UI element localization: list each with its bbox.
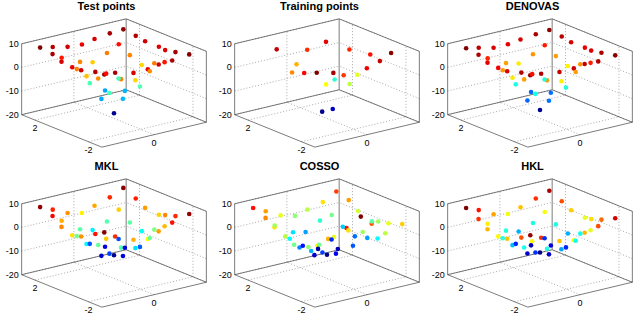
svg-text:0: 0 [227, 222, 232, 232]
svg-text:-20: -20 [6, 110, 19, 120]
svg-text:-10: -10 [219, 246, 232, 256]
svg-text:10: 10 [435, 199, 445, 209]
svg-text:0: 0 [14, 62, 19, 72]
svg-text:10: 10 [9, 199, 19, 209]
svg-text:2: 2 [33, 283, 38, 293]
svg-text:10: 10 [222, 199, 232, 209]
svg-text:0: 0 [152, 138, 157, 148]
svg-text:10: 10 [9, 39, 19, 49]
svg-text:0: 0 [578, 138, 583, 148]
svg-text:0: 0 [578, 298, 583, 308]
svg-text:2: 2 [459, 283, 464, 293]
svg-text:-2: -2 [510, 305, 518, 315]
svg-text:2: 2 [246, 283, 251, 293]
svg-text:-2: -2 [84, 305, 92, 315]
svg-text:-2: -2 [297, 305, 305, 315]
svg-text:2: 2 [33, 123, 38, 133]
html-text:COSSO: COSSO [299, 160, 340, 172]
svg-text:-2: -2 [510, 145, 518, 155]
svg-text:0: 0 [440, 222, 445, 232]
svg-text:0: 0 [440, 62, 445, 72]
svg-text:0: 0 [14, 222, 19, 232]
svg-text:-10: -10 [432, 246, 445, 256]
svg-text:-20: -20 [219, 270, 232, 280]
html-text:HKL: HKL [521, 160, 544, 172]
svg-text:-20: -20 [6, 270, 19, 280]
svg-text:-10: -10 [6, 246, 19, 256]
svg-text:-20: -20 [432, 110, 445, 120]
svg-text:-10: -10 [219, 86, 232, 96]
svg-text:2: 2 [459, 123, 464, 133]
svg-text:0: 0 [365, 298, 370, 308]
svg-text:-20: -20 [219, 110, 232, 120]
svg-text:-2: -2 [297, 145, 305, 155]
svg-text:0: 0 [227, 62, 232, 72]
svg-text:-2: -2 [84, 145, 92, 155]
html-text:Test points: Test points [77, 0, 136, 12]
html-text:DENOVAS: DENOVAS [505, 0, 560, 12]
svg-text:0: 0 [365, 138, 370, 148]
html-text:MKL: MKL [94, 160, 119, 172]
html-text:Training points: Training points [280, 0, 359, 12]
svg-text:10: 10 [435, 39, 445, 49]
svg-text:-20: -20 [432, 270, 445, 280]
svg-text:0: 0 [152, 298, 157, 308]
svg-text:-10: -10 [6, 86, 19, 96]
svg-text:10: 10 [222, 39, 232, 49]
svg-text:-10: -10 [432, 86, 445, 96]
svg-text:2: 2 [246, 123, 251, 133]
